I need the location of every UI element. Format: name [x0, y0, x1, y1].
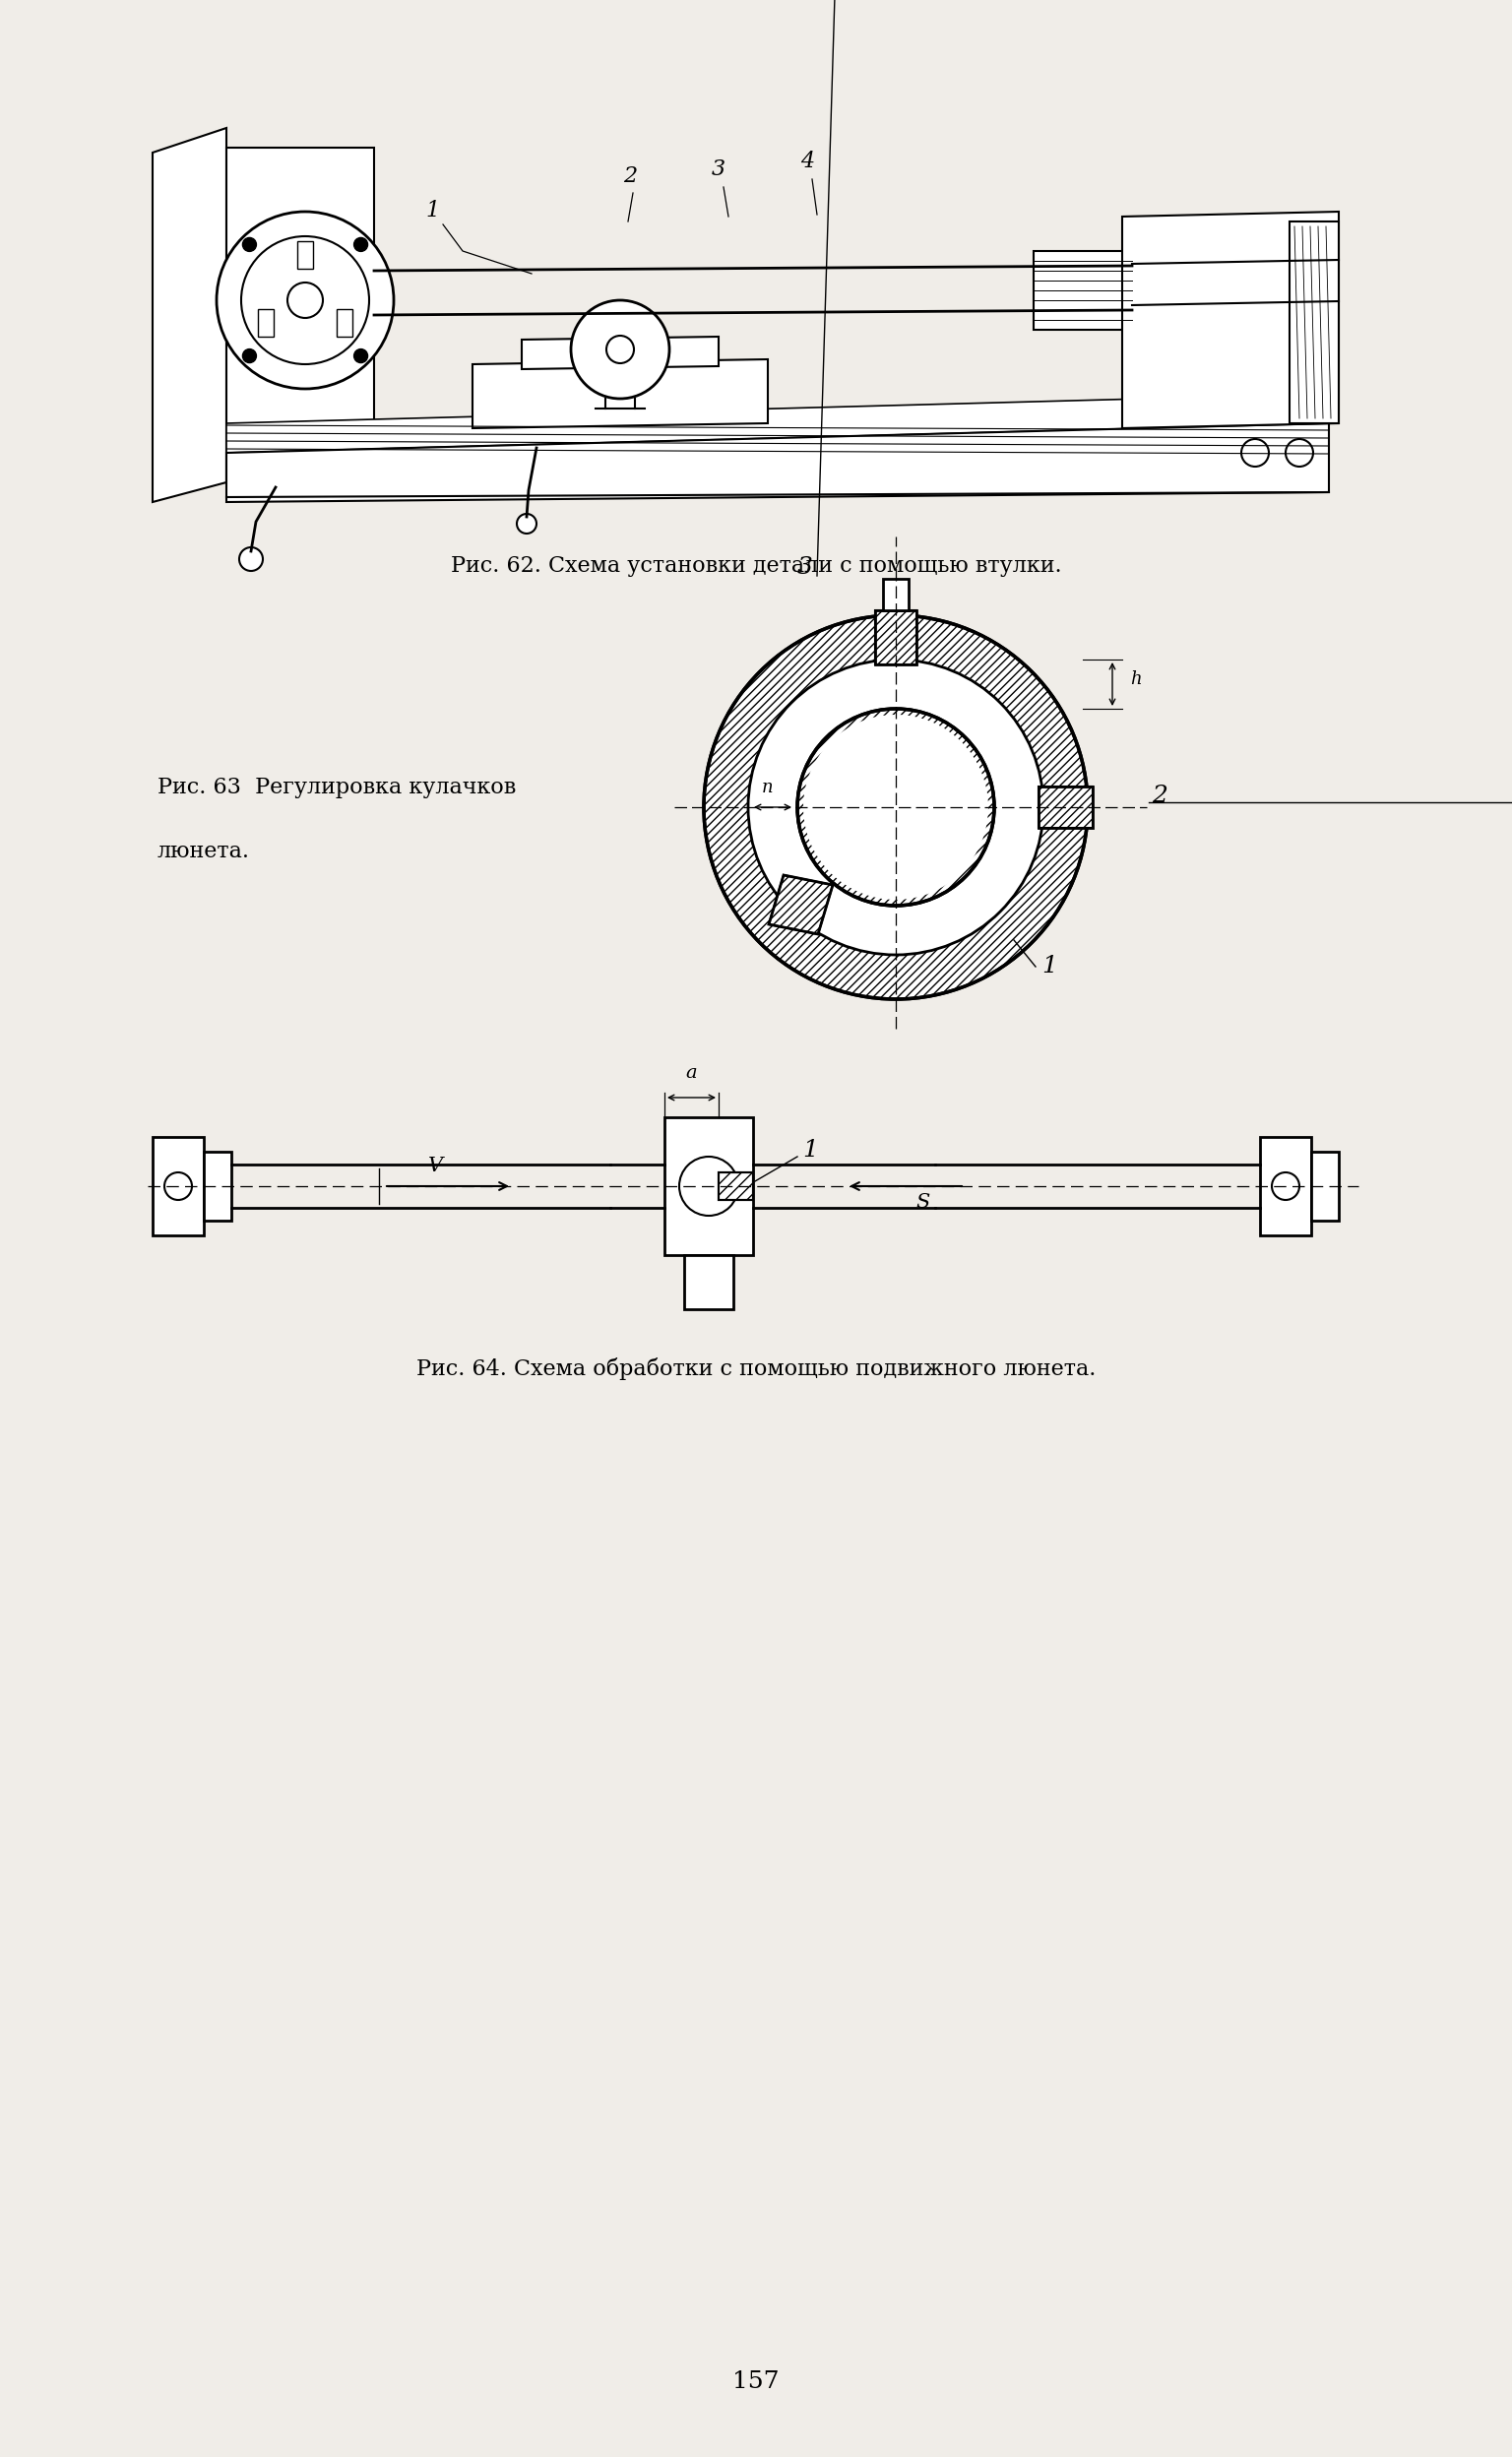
Bar: [153, 1138, 204, 1236]
Polygon shape: [227, 393, 1329, 452]
Circle shape: [679, 1157, 738, 1216]
Bar: [875, 609, 916, 663]
Text: 1: 1: [426, 199, 440, 221]
Polygon shape: [1122, 211, 1338, 428]
Text: 3: 3: [797, 555, 813, 580]
Circle shape: [242, 236, 369, 364]
Bar: [718, 1172, 753, 1199]
Circle shape: [242, 238, 257, 251]
Bar: [718, 1172, 753, 1199]
Text: 1: 1: [803, 1140, 818, 1162]
Circle shape: [797, 708, 995, 907]
Polygon shape: [337, 310, 352, 337]
Circle shape: [606, 337, 634, 364]
Circle shape: [242, 349, 257, 364]
Text: S: S: [915, 1194, 930, 1211]
Polygon shape: [298, 241, 313, 268]
Circle shape: [572, 300, 670, 398]
Circle shape: [1285, 440, 1312, 467]
Circle shape: [354, 349, 367, 364]
Bar: [204, 1152, 231, 1221]
Text: h: h: [1129, 671, 1142, 688]
Polygon shape: [1290, 221, 1338, 423]
Polygon shape: [227, 423, 1329, 501]
Circle shape: [517, 514, 537, 533]
Text: 2: 2: [623, 165, 637, 187]
Text: Рис. 62. Схема установки детали с помощью втулки.: Рис. 62. Схема установки детали с помощь…: [451, 555, 1061, 577]
Polygon shape: [227, 147, 373, 482]
Circle shape: [1241, 440, 1269, 467]
Circle shape: [216, 211, 393, 388]
Text: 4: 4: [800, 150, 813, 172]
Circle shape: [803, 715, 989, 899]
Polygon shape: [153, 128, 227, 501]
Text: 1: 1: [1042, 956, 1057, 978]
Bar: [1039, 786, 1093, 828]
Bar: [875, 609, 916, 663]
Text: 157: 157: [733, 2371, 779, 2393]
Bar: [683, 1256, 733, 1310]
Bar: [1259, 1138, 1311, 1236]
Text: Рис. 64. Схема обработки с помощью подвижного люнета.: Рис. 64. Схема обработки с помощью подви…: [416, 1356, 1096, 1378]
Text: Рис. 63  Регулировка кулачков: Рис. 63 Регулировка кулачков: [157, 776, 516, 799]
Circle shape: [239, 548, 263, 570]
Polygon shape: [472, 359, 768, 428]
Circle shape: [354, 238, 367, 251]
Circle shape: [287, 283, 324, 317]
Polygon shape: [1034, 251, 1132, 329]
Circle shape: [748, 658, 1043, 956]
Text: a: a: [686, 1064, 697, 1081]
Bar: [1311, 1152, 1338, 1221]
Bar: [1039, 786, 1093, 828]
Bar: [664, 1118, 753, 1256]
Circle shape: [1272, 1172, 1299, 1199]
Bar: [883, 580, 909, 609]
Text: 3: 3: [712, 160, 726, 179]
Text: V: V: [428, 1157, 443, 1174]
Polygon shape: [768, 875, 833, 934]
Circle shape: [703, 614, 1087, 1000]
Text: 2: 2: [1152, 784, 1167, 808]
Polygon shape: [259, 310, 274, 337]
Text: n: n: [762, 779, 774, 796]
Polygon shape: [522, 337, 718, 369]
Text: люнета.: люнета.: [157, 840, 249, 862]
Circle shape: [165, 1172, 192, 1199]
